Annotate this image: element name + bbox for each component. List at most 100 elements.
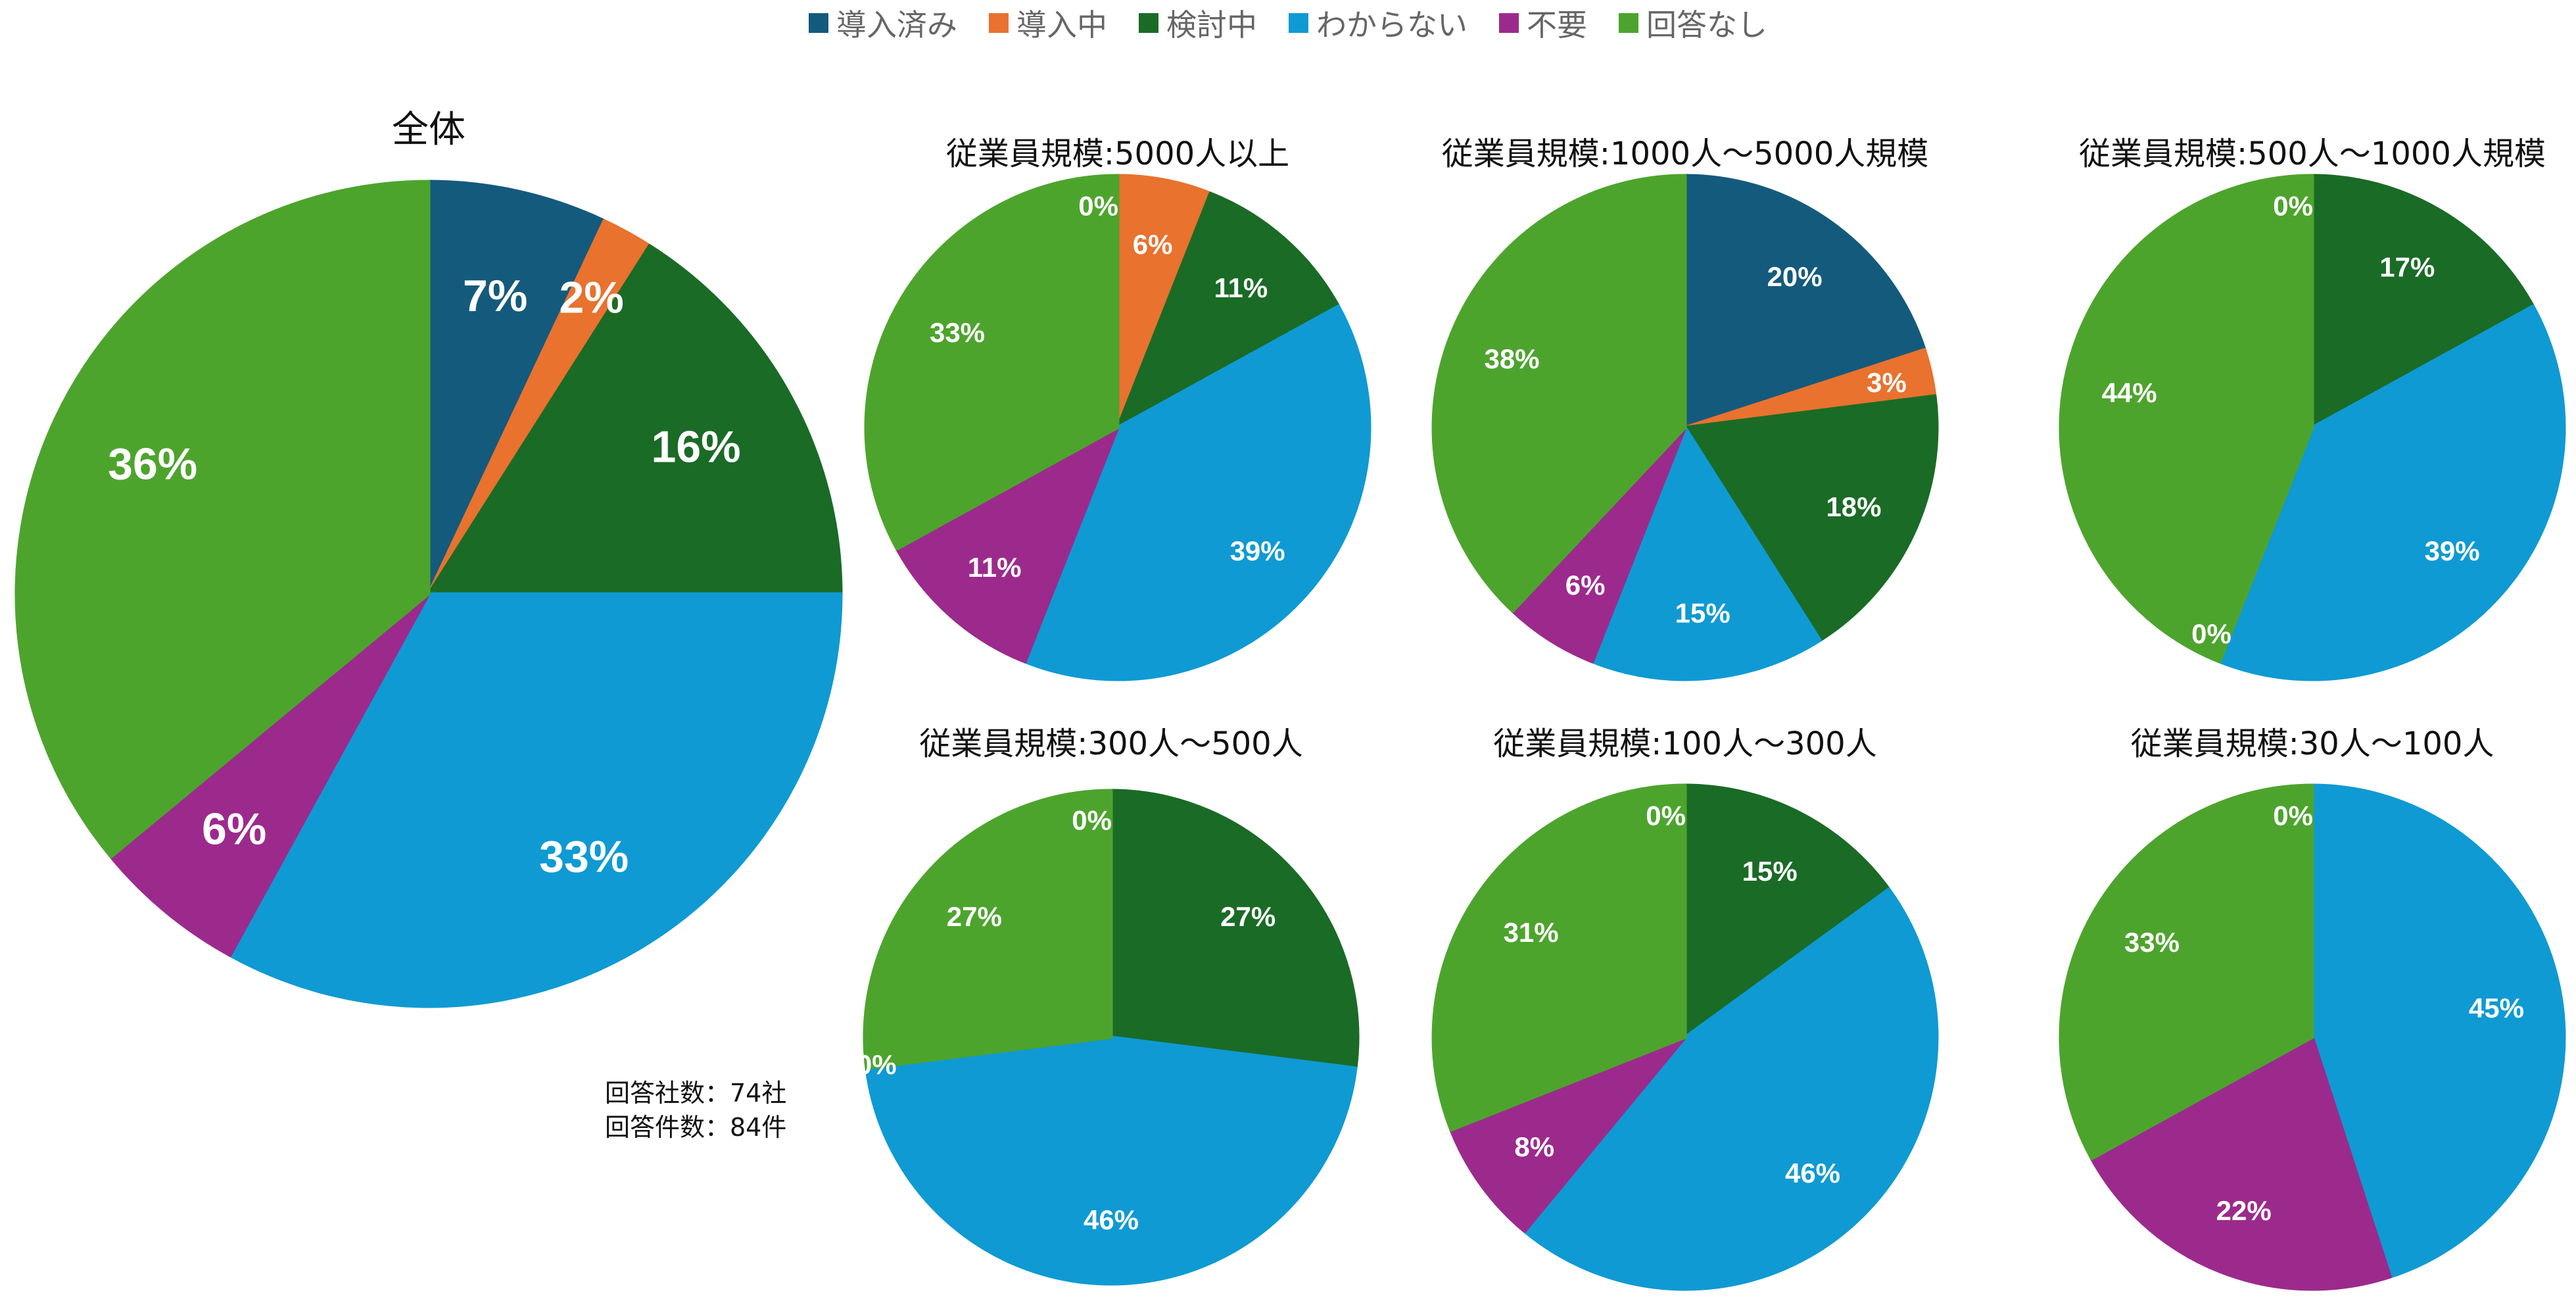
slice-label: 36% bbox=[108, 439, 197, 489]
pie-slice bbox=[864, 174, 1120, 551]
legend-swatch bbox=[989, 13, 1009, 33]
slice-label: 33% bbox=[930, 317, 985, 348]
pie-slice bbox=[1449, 1035, 1687, 1233]
legend-item: 不要 bbox=[1499, 1, 1587, 45]
pie-slice bbox=[1023, 304, 1371, 681]
pie-slice bbox=[2310, 783, 2566, 1279]
pie-slice bbox=[1590, 426, 1822, 681]
pie-title: 全体 bbox=[392, 109, 465, 151]
legend-swatch bbox=[1619, 13, 1638, 33]
slice-label: 0% bbox=[857, 1049, 897, 1080]
slice-label: 8% bbox=[1514, 1131, 1554, 1162]
pie-slice bbox=[1109, 789, 1360, 1070]
pie-slice bbox=[1523, 887, 1939, 1291]
legend-swatch bbox=[1139, 13, 1158, 33]
legend: 導入済み 導入中 検討中 わからない 不要 回答なし bbox=[0, 0, 2576, 46]
pie-title: 従業員規模:300人〜500人 bbox=[919, 725, 1303, 762]
slice-label: 0% bbox=[1646, 800, 1686, 831]
legend-item: わからない bbox=[1289, 1, 1467, 45]
companies-count: 回答社数：74社 bbox=[605, 1079, 787, 1108]
slice-label: 15% bbox=[1675, 598, 1730, 629]
slice-label: 6% bbox=[1565, 570, 1606, 600]
slice-label: 20% bbox=[1767, 261, 1823, 292]
legend-label: 導入済み bbox=[836, 7, 957, 43]
pie-slice bbox=[1683, 783, 1891, 1039]
slice-label: 33% bbox=[539, 831, 629, 881]
pie-slice bbox=[865, 1035, 1358, 1286]
slice-label: 18% bbox=[1826, 491, 1881, 522]
pie-title: 従業員規模:5000人以上 bbox=[945, 135, 1290, 172]
slice-label: 16% bbox=[652, 422, 741, 472]
pie-slice bbox=[427, 180, 606, 596]
legend-item: 回答なし bbox=[1619, 1, 1767, 45]
pie-slice bbox=[228, 592, 843, 1008]
slice-label: 45% bbox=[2469, 993, 2524, 1023]
pie-slice bbox=[2059, 174, 2314, 664]
slice-label: 27% bbox=[1220, 901, 1276, 932]
slice-label: 38% bbox=[1484, 343, 1539, 374]
pie-chart: 0% 15% 46% 8% 31% bbox=[1431, 783, 1939, 1291]
pie-title: 従業員規模:1000人〜5000人規模 bbox=[1441, 135, 1929, 172]
pie-title: 従業員規模:30人〜100人 bbox=[2130, 725, 2494, 762]
pie-slice bbox=[1431, 783, 1687, 1132]
slice-label: 33% bbox=[2124, 927, 2180, 958]
pie-slice bbox=[895, 426, 1120, 664]
legend-swatch bbox=[1289, 13, 1308, 33]
pie-chart: 0% 17% 39% 0% 44% bbox=[2059, 174, 2566, 681]
legend-label: わからない bbox=[1316, 7, 1467, 43]
slice-label: 31% bbox=[1504, 917, 1559, 948]
slice-label: 22% bbox=[2216, 1195, 2272, 1226]
slice-label: 39% bbox=[1230, 535, 1285, 566]
legend-item: 検討中 bbox=[1139, 1, 1257, 45]
slice-label: 27% bbox=[947, 901, 1002, 932]
slice-label: 46% bbox=[1785, 1158, 1840, 1189]
pie-title: 従業員規模:100人〜300人 bbox=[1493, 725, 1877, 762]
pie-chart: 0% 27% 46% 0% 27% bbox=[857, 789, 1360, 1286]
pie-slice bbox=[14, 180, 431, 859]
pie-slice bbox=[863, 789, 1113, 1070]
legend-label: 検討中 bbox=[1166, 7, 1257, 43]
pie-slice bbox=[2218, 304, 2566, 681]
pie-slice bbox=[1431, 174, 1687, 613]
legend-label: 導入中 bbox=[1016, 7, 1107, 43]
pie-slice bbox=[2059, 783, 2314, 1161]
pie-chart: 0% 6% 11% 39% 11% 33% bbox=[864, 174, 1371, 681]
slice-label: 15% bbox=[1742, 856, 1798, 887]
legend-item: 導入済み bbox=[809, 1, 957, 45]
pie-slice bbox=[1683, 394, 1939, 642]
pie-slice bbox=[109, 592, 431, 957]
slice-label: 44% bbox=[2102, 377, 2157, 408]
slice-label: 17% bbox=[2379, 252, 2435, 283]
slice-label: 2% bbox=[560, 273, 624, 323]
slice-label: 6% bbox=[1133, 229, 1173, 260]
pie-chart: 7% 2% 16% 33% 6% 36% bbox=[14, 180, 843, 1008]
responses-count: 回答件数：84件 bbox=[605, 1113, 787, 1142]
legend-swatch bbox=[809, 13, 828, 33]
slice-label: 0% bbox=[1072, 805, 1112, 836]
slice-label: 6% bbox=[202, 804, 266, 854]
pie-slice bbox=[2089, 1035, 2392, 1291]
slice-label: 0% bbox=[2273, 191, 2313, 222]
pie-title: 従業員規模:500人〜1000人規模 bbox=[2079, 135, 2546, 172]
pie-slice bbox=[427, 244, 843, 596]
pie-slice bbox=[2310, 174, 2535, 429]
slice-label: 39% bbox=[2425, 535, 2480, 566]
slice-label: 0% bbox=[2273, 800, 2313, 831]
legend-swatch bbox=[1499, 13, 1519, 33]
pie-slice bbox=[1116, 191, 1341, 429]
response-note: 回答社数：74社 回答件数：84件 bbox=[605, 1076, 786, 1144]
slice-label: 0% bbox=[1078, 191, 1118, 222]
slice-label: 46% bbox=[1084, 1204, 1139, 1235]
pie-chart: 20% 3% 18% 15% 6% 38% bbox=[1431, 174, 1939, 681]
pie-chart: 0% 45% 22% 33% bbox=[2059, 783, 2566, 1291]
legend-item: 導入中 bbox=[989, 1, 1107, 45]
slice-label: 0% bbox=[2191, 618, 2231, 649]
pie-slice bbox=[1511, 426, 1687, 664]
legend-label: 回答なし bbox=[1646, 7, 1767, 43]
legend-label: 不要 bbox=[1527, 7, 1587, 43]
slice-label: 11% bbox=[968, 552, 1022, 583]
slice-label: 3% bbox=[1867, 367, 1907, 398]
slice-label: 7% bbox=[463, 271, 527, 321]
